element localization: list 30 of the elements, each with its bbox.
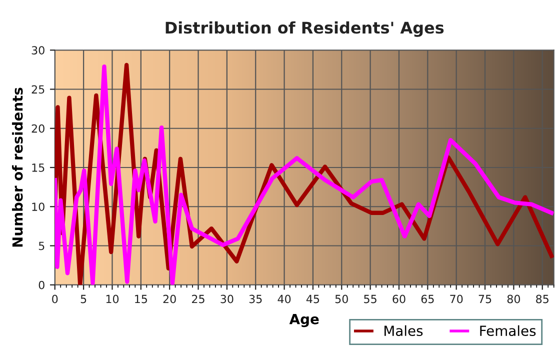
y-tick-label: 20 [32,124,44,133]
x-tick-label: 70 [450,294,463,304]
y-axis-title: Number of residents [12,88,23,247]
x-tick-label: 40 [278,294,291,304]
x-tick-label: 85 [536,294,548,304]
chart-title: Distribution of Residents' Ages [166,21,444,37]
x-tick-label: 80 [507,294,520,304]
y-tick-label: 25 [32,85,44,94]
x-tick-label: 5 [80,294,86,304]
x-tick-label: 60 [392,294,406,304]
y-tick-label: 10 [32,202,44,211]
x-tick-label: 20 [163,294,176,304]
x-tick-label: 45 [306,294,320,304]
x-axis-title: Age [289,314,319,328]
x-tick-label: 30 [220,294,234,304]
x-tick-label: 10 [106,294,119,304]
x-tick-label: 55 [364,294,376,304]
y-tick-label: 15 [32,164,44,172]
legend-label: Males [384,325,423,336]
x-tick-label: 0 [52,294,58,304]
y-tick-label: 30 [32,46,44,55]
x-tick-label: 50 [335,294,348,304]
x-tick-label: 65 [421,294,434,304]
y-tick-label: 0 [38,280,44,290]
x-tick-label: 15 [135,294,148,304]
x-tick-label: 75 [478,294,492,304]
x-tick-label: 35 [249,294,262,304]
legend-label: Females [480,325,536,336]
x-tick-label: 25 [192,294,204,304]
y-tick-label: 5 [38,242,44,250]
